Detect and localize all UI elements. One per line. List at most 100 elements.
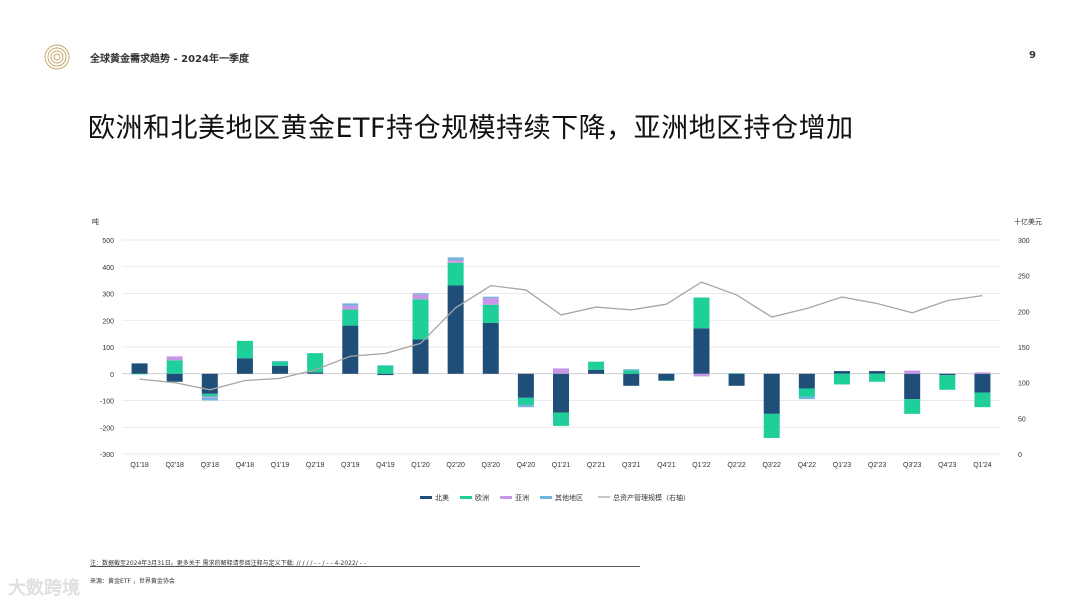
legend-label: 亚洲 bbox=[515, 494, 529, 502]
bar-segment bbox=[272, 361, 289, 366]
bar-segment bbox=[623, 373, 640, 386]
y-tick-label: -100 bbox=[100, 399, 114, 406]
bar-segment bbox=[974, 392, 991, 408]
y2-tick-label: 300 bbox=[1018, 238, 1030, 245]
bar-segment bbox=[798, 373, 815, 389]
x-tick-label: Q3'18 bbox=[201, 462, 220, 469]
y-tick-label: 300 bbox=[102, 292, 114, 299]
bar-segment bbox=[904, 373, 921, 400]
wgc-logo bbox=[44, 44, 70, 70]
y2-tick-label: 200 bbox=[1018, 309, 1030, 316]
report-title: 全球黄金需求趋势 - 2024年一季度 bbox=[90, 54, 249, 65]
footnote-divider bbox=[90, 566, 640, 567]
bar-segment bbox=[658, 380, 675, 381]
x-tick-label: Q2'20 bbox=[446, 462, 465, 469]
y-tick-label: -200 bbox=[100, 425, 114, 432]
watermark: 大数跨境 bbox=[8, 578, 80, 599]
bar-segment bbox=[517, 397, 534, 405]
y-tick-label: 0 bbox=[110, 372, 114, 379]
bar-segment bbox=[307, 372, 324, 374]
y-tick-label: 400 bbox=[102, 265, 114, 272]
bar-segment bbox=[412, 294, 429, 300]
bar-segment bbox=[342, 325, 359, 374]
bar-segment bbox=[412, 299, 429, 340]
y2-tick-label: 50 bbox=[1018, 416, 1026, 423]
bar-segment bbox=[236, 358, 253, 374]
x-tick-label: Q4'23 bbox=[938, 462, 957, 469]
x-tick-label: Q2'21 bbox=[587, 462, 606, 469]
x-tick-label: Q1'20 bbox=[411, 462, 430, 469]
y2-tick-label: 150 bbox=[1018, 345, 1030, 352]
y2-tick-label: 100 bbox=[1018, 381, 1030, 388]
y2-axis-unit: 十亿美元 bbox=[1014, 217, 1042, 226]
bar-segment bbox=[833, 371, 850, 374]
x-tick-label: Q1'21 bbox=[552, 462, 571, 469]
bar-segment bbox=[412, 293, 429, 295]
bar-segment bbox=[658, 373, 675, 381]
legend-swatch bbox=[500, 496, 512, 499]
bar-segment bbox=[693, 373, 710, 377]
bar-segment bbox=[342, 305, 359, 310]
x-tick-label: Q3'23 bbox=[903, 462, 922, 469]
y2-tick-label: 0 bbox=[1018, 452, 1022, 459]
bar-segment bbox=[131, 363, 148, 364]
bar-segment bbox=[939, 373, 956, 376]
bar-segment bbox=[974, 372, 991, 374]
bar-segment bbox=[728, 373, 745, 386]
bar-segment bbox=[342, 303, 359, 306]
y-tick-label: 200 bbox=[102, 318, 114, 325]
bar-segment bbox=[482, 322, 499, 374]
source-note: 来源：黄金ETF ，世界黄金协会 bbox=[90, 578, 175, 585]
x-tick-label: Q4'19 bbox=[376, 462, 395, 469]
x-tick-label: Q3'19 bbox=[341, 462, 360, 469]
bar-segment bbox=[904, 399, 921, 414]
y-tick-label: -300 bbox=[100, 452, 114, 459]
bar-segment bbox=[623, 370, 640, 374]
y-tick-label: 500 bbox=[102, 238, 114, 245]
bar-segment bbox=[236, 340, 253, 359]
bar-segment bbox=[131, 373, 148, 375]
bar-segment bbox=[447, 285, 464, 374]
x-tick-label: Q1'19 bbox=[271, 462, 290, 469]
x-tick-label: Q3'22 bbox=[762, 462, 781, 469]
bar-segment bbox=[447, 262, 464, 286]
legend-label: 欧洲 bbox=[475, 493, 489, 502]
aum-line bbox=[139, 281, 983, 391]
bar-segment bbox=[939, 375, 956, 390]
bar-segment bbox=[728, 373, 745, 374]
bar-segment bbox=[377, 365, 394, 374]
x-tick-label: Q2'19 bbox=[306, 462, 325, 469]
x-tick-label: Q1'18 bbox=[130, 462, 149, 469]
bar-segment bbox=[201, 373, 218, 394]
page-number: 9 bbox=[1029, 50, 1036, 61]
x-tick-label: Q3'20 bbox=[482, 462, 501, 469]
legend-swatch bbox=[540, 496, 552, 499]
bar-segment bbox=[377, 365, 394, 366]
bar-segment bbox=[482, 298, 499, 305]
bar-segment bbox=[798, 396, 815, 400]
bar-segment bbox=[447, 260, 464, 263]
bar-segment bbox=[623, 369, 640, 371]
x-tick-label: Q1'23 bbox=[833, 462, 852, 469]
legend-label: 其他地区 bbox=[555, 493, 583, 502]
x-tick-label: Q4'21 bbox=[657, 462, 676, 469]
legend-label: 总资产管理规模（右轴） bbox=[613, 493, 690, 502]
bar-segment bbox=[869, 373, 886, 382]
bar-segment bbox=[553, 368, 569, 374]
bar-segment bbox=[833, 373, 850, 385]
x-tick-label: Q1'22 bbox=[692, 462, 711, 469]
gold-etf-chart: -300 -200 -100 0 100 200 300 400 500 0 50 100 150 200… bbox=[92, 217, 1042, 502]
legend-swatch bbox=[460, 496, 472, 499]
x-tick-label: Q2'23 bbox=[868, 462, 887, 469]
bar-segment bbox=[377, 373, 394, 376]
bar-segment bbox=[166, 373, 183, 382]
x-tick-label: Q4'20 bbox=[517, 462, 536, 469]
bar-segment bbox=[798, 388, 815, 397]
bar-segment bbox=[517, 373, 534, 398]
x-tick-label: Q2'22 bbox=[727, 462, 746, 469]
x-tick-label: Q4'18 bbox=[236, 462, 255, 469]
bar-segment bbox=[272, 365, 289, 374]
x-tick-label: Q4'22 bbox=[798, 462, 817, 469]
bar-segment bbox=[412, 339, 429, 374]
bar-segment bbox=[693, 297, 710, 329]
